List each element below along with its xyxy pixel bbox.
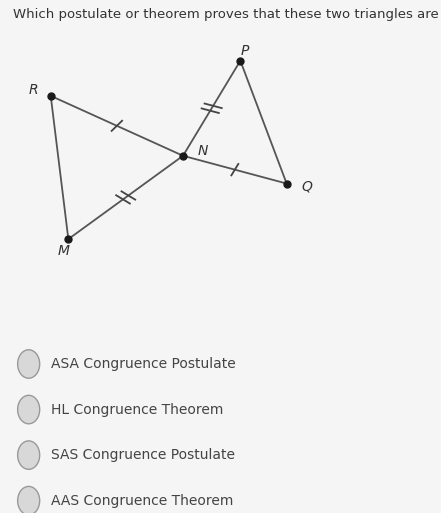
Text: P: P (241, 44, 249, 57)
Ellipse shape (18, 441, 40, 469)
Text: SAS Congruence Postulate: SAS Congruence Postulate (51, 448, 235, 462)
Text: R: R (28, 83, 38, 97)
Ellipse shape (18, 486, 40, 513)
Text: N: N (198, 144, 208, 159)
Text: AAS Congruence Theorem: AAS Congruence Theorem (51, 494, 233, 508)
Text: Q: Q (301, 180, 312, 193)
Ellipse shape (18, 396, 40, 424)
Text: M: M (58, 244, 70, 258)
Text: ASA Congruence Postulate: ASA Congruence Postulate (51, 357, 235, 371)
Text: Which postulate or theorem proves that these two triangles are congruent?: Which postulate or theorem proves that t… (13, 8, 441, 21)
Ellipse shape (18, 350, 40, 378)
Text: HL Congruence Theorem: HL Congruence Theorem (51, 403, 223, 417)
